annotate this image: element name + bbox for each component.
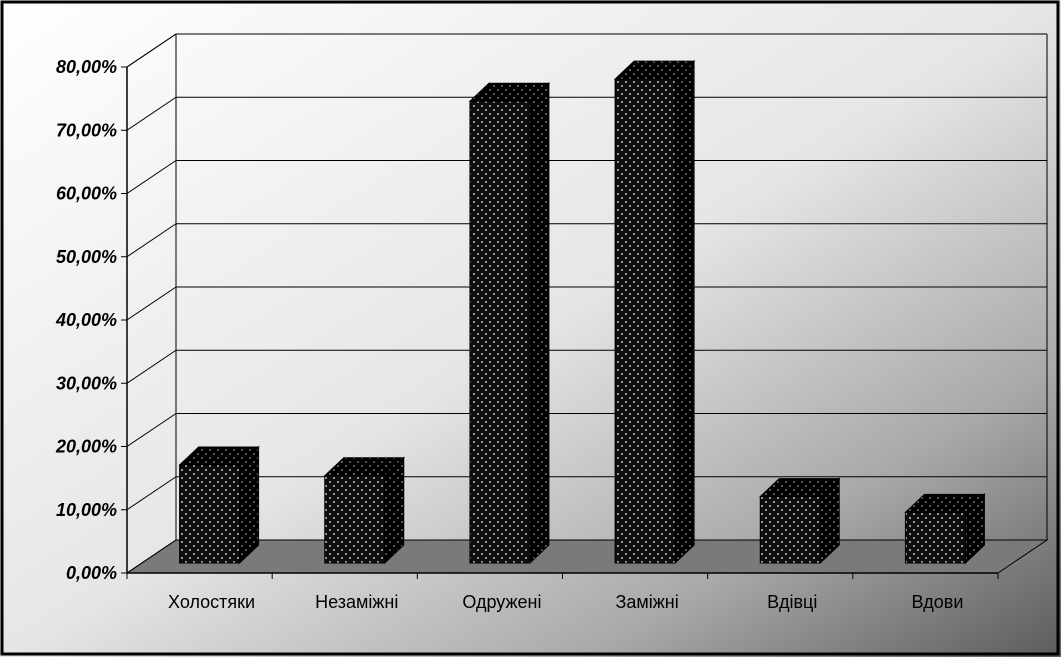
y-tick-label: 0,00% <box>66 563 117 583</box>
bar <box>324 475 386 564</box>
bar-side <box>529 82 550 565</box>
side-wall-gridline <box>126 539 177 574</box>
bar <box>179 464 241 564</box>
y-tick-label: 50,00% <box>56 247 117 267</box>
bar <box>469 100 531 564</box>
y-tick-label: 30,00% <box>56 373 117 393</box>
bar <box>759 496 821 564</box>
x-tick-label: Вдівці <box>767 592 817 612</box>
side-wall-gridline <box>126 286 177 321</box>
side-wall-gridline <box>126 349 177 384</box>
bar-side <box>674 59 695 565</box>
y-tick-label: 10,00% <box>56 500 117 520</box>
x-tick-label: Заміжні <box>615 592 678 612</box>
x-tick-label: Холостяки <box>168 592 255 612</box>
bar-side <box>239 445 260 565</box>
side-wall-gridline <box>126 96 177 131</box>
y-tick-label: 60,00% <box>56 184 117 204</box>
y-tick-label: 20,00% <box>55 437 117 457</box>
x-tick-label: Незаміжні <box>315 592 398 612</box>
bar <box>614 78 676 564</box>
side-wall-gridline <box>126 160 177 194</box>
side-wall-top-edge <box>126 33 177 68</box>
x-tick-label: Вдови <box>911 592 963 612</box>
x-tick-label: Одружені <box>462 592 541 612</box>
side-wall-gridline <box>126 223 177 258</box>
side-wall-gridline <box>126 476 177 511</box>
y-tick-label: 70,00% <box>56 120 117 140</box>
bar <box>904 511 966 564</box>
y-tick-label: 80,00% <box>56 57 117 77</box>
side-wall-gridline <box>126 413 177 447</box>
y-tick-label: 40,00% <box>55 310 117 330</box>
